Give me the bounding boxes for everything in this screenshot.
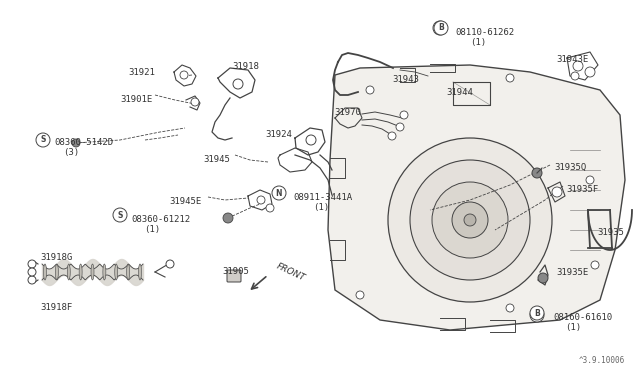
Circle shape — [532, 168, 542, 178]
Ellipse shape — [56, 264, 58, 280]
Text: S: S — [40, 135, 45, 144]
FancyBboxPatch shape — [227, 270, 241, 282]
Ellipse shape — [67, 264, 70, 280]
Circle shape — [28, 268, 36, 276]
Text: (3): (3) — [63, 148, 79, 157]
Circle shape — [506, 304, 514, 312]
Circle shape — [552, 187, 562, 197]
Circle shape — [410, 160, 530, 280]
Text: 31905: 31905 — [222, 267, 249, 276]
Text: 31943E: 31943E — [556, 55, 588, 64]
Circle shape — [166, 260, 174, 268]
Circle shape — [586, 176, 594, 184]
Text: 08110-61262: 08110-61262 — [455, 28, 514, 37]
Circle shape — [585, 67, 595, 77]
Circle shape — [233, 79, 243, 89]
Circle shape — [266, 204, 274, 212]
Circle shape — [28, 276, 36, 284]
Text: 08911-3441A: 08911-3441A — [293, 193, 352, 202]
Text: (1): (1) — [313, 203, 329, 212]
Circle shape — [356, 291, 364, 299]
Text: 08160-61610: 08160-61610 — [553, 313, 612, 322]
Text: 31935E: 31935E — [556, 268, 588, 277]
Text: 31944: 31944 — [446, 88, 473, 97]
Text: 08360-61212: 08360-61212 — [131, 215, 190, 224]
Text: 31918G: 31918G — [41, 253, 73, 262]
Text: FRONT: FRONT — [275, 262, 307, 283]
Text: 31918: 31918 — [232, 62, 259, 71]
Circle shape — [388, 132, 396, 140]
Polygon shape — [328, 65, 625, 330]
Circle shape — [273, 187, 283, 197]
Ellipse shape — [138, 264, 141, 280]
Circle shape — [434, 21, 448, 35]
Circle shape — [36, 133, 50, 147]
Circle shape — [591, 261, 599, 269]
Text: S: S — [117, 211, 123, 219]
Ellipse shape — [127, 264, 130, 280]
Circle shape — [573, 61, 583, 71]
Text: 31970: 31970 — [334, 108, 361, 117]
Text: (1): (1) — [470, 38, 486, 47]
Text: 31945E: 31945E — [170, 197, 202, 206]
Circle shape — [452, 202, 488, 238]
Ellipse shape — [79, 264, 82, 280]
Text: 31901E: 31901E — [121, 95, 153, 104]
Text: N: N — [276, 189, 282, 198]
Circle shape — [223, 213, 233, 223]
Circle shape — [28, 260, 36, 268]
Text: 31935F: 31935F — [566, 185, 598, 194]
Circle shape — [191, 98, 199, 106]
Circle shape — [306, 135, 316, 145]
Circle shape — [571, 72, 579, 80]
Ellipse shape — [103, 264, 106, 280]
Circle shape — [180, 71, 188, 79]
Circle shape — [530, 308, 544, 322]
Text: 31921: 31921 — [128, 68, 155, 77]
Circle shape — [272, 186, 286, 200]
Text: 31945: 31945 — [203, 155, 230, 164]
Circle shape — [433, 21, 447, 35]
Circle shape — [257, 196, 265, 204]
Circle shape — [432, 182, 508, 258]
Text: B: B — [534, 308, 540, 317]
Text: 31935Q: 31935Q — [554, 163, 586, 172]
Circle shape — [400, 111, 408, 119]
Circle shape — [366, 86, 374, 94]
Circle shape — [113, 208, 127, 222]
Circle shape — [506, 74, 514, 82]
Text: 31935: 31935 — [597, 228, 624, 237]
Text: 31918F: 31918F — [41, 303, 73, 312]
Text: 31943: 31943 — [392, 75, 419, 84]
Circle shape — [530, 306, 544, 320]
Ellipse shape — [91, 264, 94, 280]
Ellipse shape — [44, 264, 47, 280]
Text: (1): (1) — [565, 323, 581, 332]
Circle shape — [538, 273, 548, 283]
Ellipse shape — [115, 264, 118, 280]
Text: B: B — [438, 23, 444, 32]
Text: 08360-5142D: 08360-5142D — [54, 138, 113, 147]
Circle shape — [464, 214, 476, 226]
Text: ^3.9.10006: ^3.9.10006 — [579, 356, 625, 365]
Text: 31924: 31924 — [265, 130, 292, 139]
Text: (1): (1) — [144, 225, 160, 234]
Circle shape — [396, 123, 404, 131]
Circle shape — [72, 139, 80, 147]
Circle shape — [388, 138, 552, 302]
